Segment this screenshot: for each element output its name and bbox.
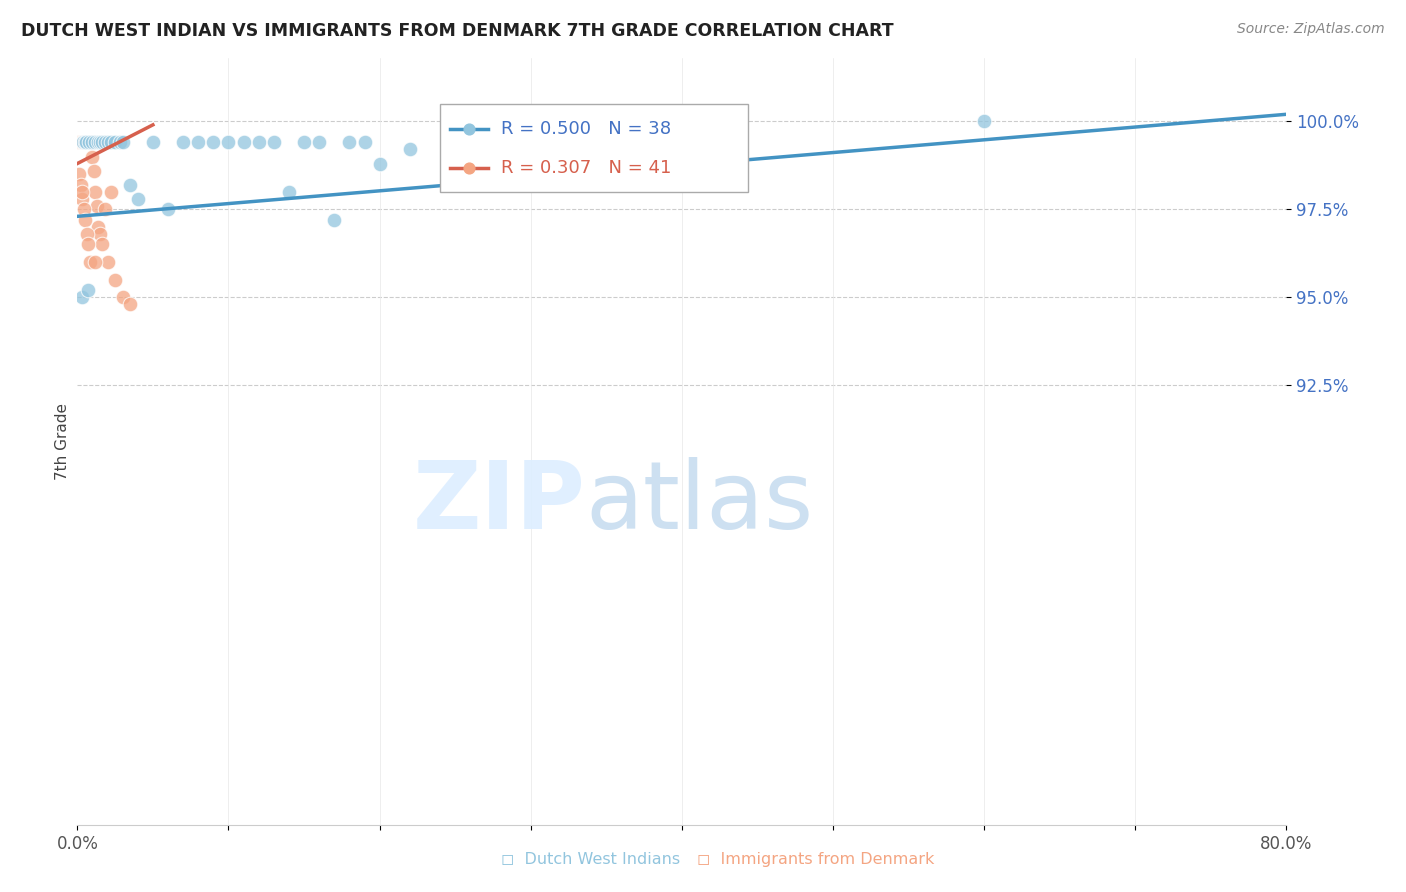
Point xyxy=(70,136,93,150)
Text: ◻  Dutch West Indians: ◻ Dutch West Indians xyxy=(501,852,681,867)
Text: ◻  Immigrants from Denmark: ◻ Immigrants from Denmark xyxy=(697,852,934,867)
Point xyxy=(75,136,97,150)
Point xyxy=(444,136,467,150)
Point xyxy=(75,136,97,150)
Point xyxy=(87,219,110,234)
Point xyxy=(69,136,91,150)
Point xyxy=(100,185,122,199)
Point xyxy=(79,136,101,150)
Point xyxy=(96,255,118,269)
Point xyxy=(82,136,104,150)
Point xyxy=(142,136,165,150)
Point xyxy=(70,192,93,206)
Text: DUTCH WEST INDIAN VS IMMIGRANTS FROM DENMARK 7TH GRADE CORRELATION CHART: DUTCH WEST INDIAN VS IMMIGRANTS FROM DEN… xyxy=(21,22,894,40)
Point xyxy=(263,136,285,150)
Point xyxy=(89,136,111,150)
Point xyxy=(82,149,104,163)
Point xyxy=(76,227,98,241)
Point xyxy=(70,185,93,199)
Point xyxy=(69,178,91,192)
Point xyxy=(353,136,375,150)
Point xyxy=(87,136,110,150)
Point xyxy=(77,283,100,297)
Point xyxy=(90,237,112,252)
Point xyxy=(80,136,103,150)
Point xyxy=(73,136,96,150)
Point xyxy=(83,255,105,269)
Point xyxy=(104,273,127,287)
Point xyxy=(77,136,100,150)
Text: R = 0.307   N = 41: R = 0.307 N = 41 xyxy=(501,159,671,177)
Point xyxy=(339,136,360,150)
Point xyxy=(83,163,105,178)
Point xyxy=(70,136,93,150)
Point xyxy=(70,290,93,304)
Point xyxy=(202,136,225,150)
Point xyxy=(67,136,90,150)
Point xyxy=(89,227,111,241)
Point xyxy=(84,185,107,199)
Point xyxy=(108,136,131,150)
Point xyxy=(84,136,107,150)
Point xyxy=(69,136,91,150)
Text: Source: ZipAtlas.com: Source: ZipAtlas.com xyxy=(1237,22,1385,37)
Point xyxy=(79,255,101,269)
Point xyxy=(247,136,270,150)
Point xyxy=(76,136,98,150)
Point xyxy=(104,136,127,150)
Point xyxy=(127,192,149,206)
Point xyxy=(278,185,301,199)
Text: ZIP: ZIP xyxy=(412,457,585,549)
Point xyxy=(79,136,101,150)
Point xyxy=(93,202,115,217)
Bar xyxy=(440,104,748,193)
Point xyxy=(79,136,101,150)
Point xyxy=(73,136,96,150)
Point xyxy=(75,212,97,227)
Point xyxy=(72,136,94,150)
Point xyxy=(323,212,346,227)
Point xyxy=(232,136,254,150)
Point xyxy=(67,167,90,181)
Text: atlas: atlas xyxy=(585,457,814,549)
Point xyxy=(973,114,995,128)
Point xyxy=(120,178,142,192)
Point xyxy=(218,136,240,150)
Point xyxy=(77,237,100,252)
Point xyxy=(73,202,96,217)
Point xyxy=(72,136,94,150)
Point xyxy=(93,136,115,150)
Point xyxy=(111,136,134,150)
Point xyxy=(368,156,391,170)
Point xyxy=(111,290,134,304)
Point xyxy=(308,136,330,150)
Point xyxy=(72,136,94,150)
Point xyxy=(86,199,108,213)
Point xyxy=(90,136,112,150)
Point xyxy=(157,202,180,217)
Y-axis label: 7th Grade: 7th Grade xyxy=(55,403,70,480)
Point xyxy=(187,136,209,150)
Text: R = 0.500   N = 38: R = 0.500 N = 38 xyxy=(501,120,671,137)
Point xyxy=(75,136,97,150)
Point xyxy=(77,136,100,150)
Point xyxy=(73,136,96,150)
Point xyxy=(100,136,122,150)
Point xyxy=(96,136,118,150)
Point xyxy=(172,136,194,150)
Point xyxy=(292,136,315,150)
Point xyxy=(120,297,142,311)
Point xyxy=(80,136,103,150)
Point xyxy=(399,143,422,157)
